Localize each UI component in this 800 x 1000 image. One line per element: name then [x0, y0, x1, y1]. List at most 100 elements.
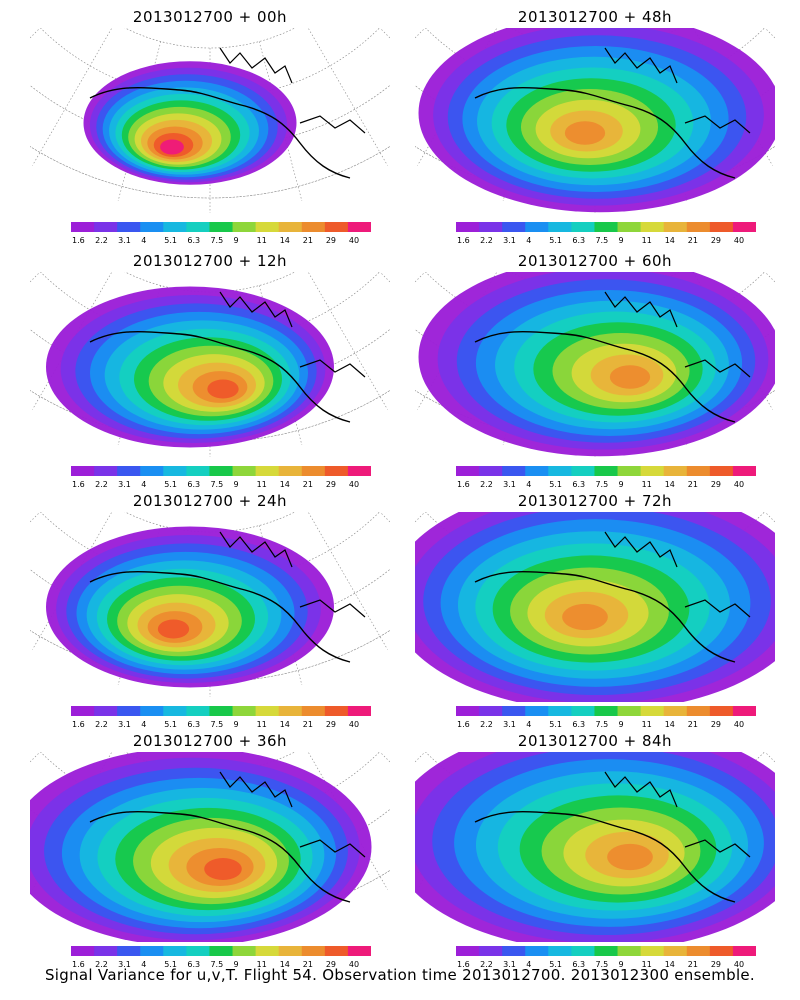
colorbar-swatch [232, 466, 257, 476]
colorbar-tick-label: 4 [526, 236, 531, 245]
colorbar-swatch [232, 706, 257, 716]
colorbar: 1.6 2.2 3.1 4 5.1 6.3 7.5 9 11 14 21 29 40 [71, 706, 371, 729]
map-plot [415, 512, 775, 702]
colorbar-tick-label: 29 [326, 236, 336, 245]
colorbar-swatch [479, 466, 503, 476]
colorbar-tick-label: 14 [280, 236, 290, 245]
colorbar-swatch [163, 222, 187, 232]
colorbar-swatch [278, 466, 303, 476]
colorbar-swatch [571, 706, 595, 716]
colorbar-tick-label: 9 [619, 236, 624, 245]
colorbar-tick-label: 4 [526, 720, 531, 729]
colorbar-tick-label: 11 [642, 236, 652, 245]
colorbar-tick-label: 21 [303, 480, 313, 489]
coastline [474, 86, 736, 179]
colorbar: 1.6 2.2 3.1 4 5.1 6.3 7.5 9 11 14 21 29 40 [71, 946, 371, 969]
colorbar-swatch [117, 222, 141, 232]
colorbar-swatch [232, 946, 257, 956]
colorbar: 1.6 2.2 3.1 4 5.1 6.3 7.5 9 11 14 21 29 40 [71, 222, 371, 245]
colorbar-swatch [502, 222, 526, 232]
colorbar-tick-label: 1.6 [457, 720, 470, 729]
colorbar-swatch [594, 466, 619, 476]
coastline [89, 570, 351, 663]
colorbar-tick-label: 5.1 [549, 720, 562, 729]
colorbar-swatch [479, 706, 503, 716]
panel-48h: 2013012700 + 48h 1.6 2.2 3.1 4 5.1 6.3 7.5 9 11 1… [395, 0, 795, 245]
panel-36h: 2013012700 + 36h 1.6 2.2 3.1 4 5.1 6.3 7.5 9 11 1… [10, 724, 410, 969]
variance-contour [607, 843, 653, 871]
colorbar-tick-label: 5.1 [549, 960, 562, 969]
panel-title: 2013012700 + 60h [517, 252, 673, 270]
colorbar-tick-label: 29 [711, 236, 721, 245]
colorbar-swatch [71, 222, 95, 232]
colorbar-tick-label: 9 [234, 236, 239, 245]
graticule-meridian [30, 28, 41, 39]
colorbar-swatch [209, 222, 234, 232]
colorbar-swatch [94, 222, 118, 232]
colorbar-tick-label: 21 [303, 720, 313, 729]
colorbar-swatch [301, 222, 326, 232]
colorbar-swatch [571, 222, 595, 232]
colorbar-tick-label: 29 [711, 720, 721, 729]
graticule-meridian [379, 272, 390, 283]
colorbar: 1.6 2.2 3.1 4 5.1 6.3 7.5 9 11 14 21 29 40 [456, 466, 756, 489]
colorbar-tick-label: 7.5 [595, 236, 608, 245]
colorbar-tick-label: 6.3 [572, 236, 585, 245]
graticule-meridian [32, 28, 113, 166]
colorbar-swatch [71, 946, 95, 956]
panel-84h: 2013012700 + 84h 1.6 2.2 3.1 4 5.1 6.3 7.5 9 11 1… [395, 724, 795, 969]
colorbar-swatch [663, 706, 688, 716]
panel-title: 2013012700 + 12h [132, 252, 288, 270]
colorbar-tick-label: 6.3 [187, 480, 200, 489]
coastline [89, 86, 351, 179]
colorbar-tick-label: 21 [688, 960, 698, 969]
colorbar-tick-label: 4 [526, 480, 531, 489]
colorbar-swatch [456, 946, 480, 956]
colorbar-tick-label: 7.5 [595, 480, 608, 489]
colorbar-swatch [594, 222, 619, 232]
map-plot [30, 752, 390, 942]
colorbar-tick-label: 5.1 [164, 236, 177, 245]
colorbar-tick-label: 9 [234, 720, 239, 729]
colorbar-swatch [117, 946, 141, 956]
colorbar-tick-label: 2.2 [480, 480, 493, 489]
colorbar-swatch [301, 466, 326, 476]
graticule-meridian [258, 41, 303, 201]
colorbar-swatch [186, 222, 210, 232]
colorbar-tick-label: 5.1 [549, 236, 562, 245]
graticule-parallel [124, 272, 296, 293]
colorbar-swatch [709, 222, 734, 232]
colorbar-tick-label: 14 [665, 480, 675, 489]
colorbar-tick-label: 1.6 [457, 960, 470, 969]
panel-title: 2013012700 + 24h [132, 492, 288, 510]
colorbar-tick-label: 21 [688, 236, 698, 245]
colorbar-tick-label: 40 [349, 480, 359, 489]
colorbar-swatch [163, 706, 187, 716]
colorbar-swatch [525, 706, 549, 716]
colorbar-swatch [479, 222, 503, 232]
colorbar-swatch [94, 706, 118, 716]
colorbar-tick-label: 11 [642, 960, 652, 969]
map-plot [30, 28, 390, 213]
colorbar-swatch [617, 706, 642, 716]
colorbar-tick-label: 14 [665, 960, 675, 969]
graticule-meridian [32, 272, 113, 410]
coastline [474, 810, 736, 903]
colorbar-swatch [301, 946, 326, 956]
colorbar-tick-label: 2.2 [95, 236, 108, 245]
colorbar-tick-label: 9 [619, 720, 624, 729]
colorbar-swatch [278, 946, 303, 956]
panel-60h: 2013012700 + 60h 1.6 2.2 3.1 4 5.1 6.3 7.5 9 11 1… [395, 244, 795, 489]
coastline-islands [219, 531, 366, 618]
graticule-meridian [307, 28, 388, 166]
panel-00h: 2013012700 + 00h 1.6 2.2 3.1 4 5.1 6.3 7.5 9 11 1… [10, 0, 410, 245]
colorbar-swatch [663, 946, 688, 956]
colorbar-swatch [525, 222, 549, 232]
colorbar-swatch [163, 946, 187, 956]
colorbar-swatch [686, 946, 711, 956]
map-plot [415, 28, 775, 213]
coastline [474, 570, 736, 663]
coastline-islands [604, 771, 751, 858]
colorbar-tick-label: 9 [234, 960, 239, 969]
panel-12h: 2013012700 + 12h 1.6 2.2 3.1 4 5.1 6.3 7.5 9 11 1… [10, 244, 410, 489]
